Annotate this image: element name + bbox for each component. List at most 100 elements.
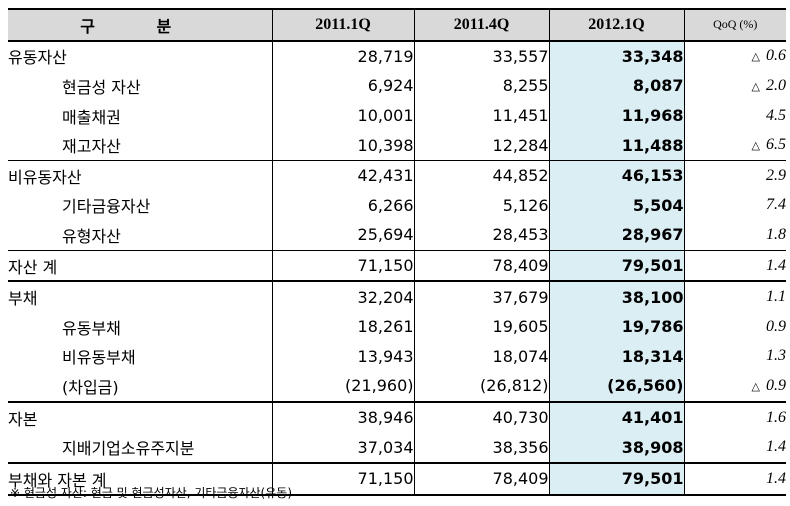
qoq-value: 2.0	[766, 76, 786, 94]
row-label: 기타금융자산	[62, 197, 151, 217]
cell-2011-4q: (26,812)	[413, 371, 549, 402]
cell-2012-1q: 8,087	[548, 71, 684, 101]
table-row: 비유동부채 13,943 18,074 18,314 1.3	[8, 341, 786, 372]
row-label: 지배기업소유주지분	[62, 439, 195, 459]
decrease-triangle-icon: △	[751, 51, 760, 64]
row-label: 자산 계	[8, 249, 272, 282]
row-label: 현금성 자산	[62, 77, 141, 97]
qoq-value: 1.4	[766, 469, 786, 487]
cell-2012-1q: 19,786	[548, 311, 684, 342]
cell-2011-1q: 10,398	[271, 130, 414, 161]
cell-2011-4q: 78,409	[413, 249, 549, 282]
cell-qoq: 1.6	[683, 400, 786, 433]
header-label: 구 분	[8, 8, 272, 42]
cell-2012-1q: 79,501	[548, 461, 684, 496]
cell-2012-1q: 11,968	[548, 100, 684, 131]
table-row: 유형자산 25,694 28,453 28,967 1.8	[8, 220, 786, 251]
cell-qoq: 1.1	[683, 280, 786, 312]
cell-2011-1q: 38,946	[271, 400, 414, 433]
row-label: 자본	[8, 400, 272, 433]
header-col-2012-1q: 2012.1Q	[548, 8, 684, 42]
cell-2011-4q: 11,451	[413, 100, 549, 131]
cell-2011-1q: 10,001	[271, 100, 414, 131]
cell-2011-4q: 78,409	[413, 461, 549, 496]
row-label: 매출채권	[62, 107, 121, 127]
footnote: ※ 현금성 자산: 현금 및 현금성자산, 기타금융자산(유동)	[10, 486, 293, 500]
row-label: 유동자산	[8, 48, 67, 68]
cell-qoq: 1.4	[683, 432, 786, 463]
cell-2011-4q: 18,074	[413, 341, 549, 372]
decrease-triangle-icon: △	[751, 140, 760, 153]
cell-2012-1q: 38,100	[548, 280, 684, 312]
cell-qoq: △ 2.0	[683, 71, 786, 101]
header-col-2011-4q: 2011.4Q	[413, 8, 549, 42]
row-label: 비유동자산	[8, 159, 272, 191]
decrease-triangle-icon: △	[751, 80, 760, 93]
cell-2011-1q: 42,431	[271, 159, 414, 191]
table-header-row: 구 분 2011.1Q 2011.4Q 2012.1Q QoQ (%)	[8, 8, 786, 42]
qoq-value: 7.4	[766, 196, 786, 214]
table-row: 현금성 자산 6,924 8,255 8,087 △ 2.0	[8, 71, 786, 101]
cell-2011-1q: 37,034	[271, 432, 414, 463]
cell-2011-4q: 28,453	[413, 220, 549, 251]
cell-qoq: 0.9	[683, 311, 786, 342]
qoq-value: 1.4	[766, 438, 786, 456]
cell-2011-4q: 40,730	[413, 400, 549, 433]
row-label: 비유동부채	[62, 348, 136, 368]
cell-qoq: 4.5	[683, 100, 786, 131]
qoq-value: 0.6	[766, 47, 786, 65]
row-label: 유동부채	[62, 318, 121, 338]
row-label: 재고자산	[62, 137, 121, 157]
cell-2011-1q: (21,960)	[271, 371, 414, 402]
cell-2012-1q: 11,488	[548, 130, 684, 161]
cell-2012-1q: 41,401	[548, 400, 684, 433]
table-row: 비유동자산 42,431 44,852 46,153 2.9	[8, 159, 786, 191]
cell-2011-1q: 32,204	[271, 280, 414, 312]
cell-2012-1q: 38,908	[548, 432, 684, 463]
cell-2011-1q: 13,943	[271, 341, 414, 372]
cell-2011-4q: 19,605	[413, 311, 549, 342]
cell-qoq: 1.4	[683, 461, 786, 496]
qoq-value: 1.8	[766, 225, 786, 243]
decrease-triangle-icon: △	[751, 380, 760, 393]
cell-2011-1q: 6,266	[271, 190, 414, 221]
table-row: 부채와 자본 계 71,150 78,409 79,501 1.4	[8, 461, 786, 496]
cell-qoq: 1.4	[683, 249, 786, 282]
cell-qoq: 7.4	[683, 190, 786, 221]
cell-qoq: 1.8	[683, 220, 786, 251]
table-row: 재고자산 10,398 12,284 11,488 △ 6.5	[8, 130, 786, 161]
cell-2011-1q: 71,150	[271, 249, 414, 282]
cell-2011-4q: 33,557	[413, 40, 549, 72]
row-label: 부채와 자본 계	[8, 461, 272, 496]
table-row: 기타금융자산 6,266 5,126 5,504 7.4	[8, 190, 786, 221]
cell-2011-4q: 38,356	[413, 432, 549, 463]
cell-2012-1q: 33,348	[548, 40, 684, 72]
header-col-2011-1q: 2011.1Q	[271, 8, 414, 42]
qoq-value: 0.9	[766, 317, 786, 335]
cell-2011-4q: 37,679	[413, 280, 549, 312]
cell-2012-1q: 28,967	[548, 220, 684, 251]
row-label: 유형자산	[62, 226, 121, 246]
table-row: 지배기업소유주지분 37,034 38,356 38,908 1.4	[8, 432, 786, 463]
table-row: 유동부채 18,261 19,605 19,786 0.9	[8, 311, 786, 342]
cell-2012-1q: 46,153	[548, 159, 684, 191]
cell-2011-4q: 44,852	[413, 159, 549, 191]
table-row: 자산 계 71,150 78,409 79,501 1.4	[8, 249, 786, 282]
qoq-value: 1.6	[766, 408, 786, 426]
cell-2011-4q: 12,284	[413, 130, 549, 161]
cell-qoq: 2.9	[683, 159, 786, 191]
cell-2011-1q: 25,694	[271, 220, 414, 251]
qoq-value: 0.9	[766, 376, 786, 394]
qoq-value: 4.5	[766, 106, 786, 124]
financial-table: 구 분 2011.1Q 2011.4Q 2012.1Q QoQ (%) 유동자산…	[8, 8, 786, 496]
header-col-qoq: QoQ (%)	[683, 8, 786, 42]
row-label: 부채	[8, 280, 272, 312]
cell-qoq: △ 0.6	[683, 40, 786, 72]
table-row: (차입금) (21,960) (26,812) (26,560) △ 0.9	[8, 371, 786, 402]
cell-2012-1q: 18,314	[548, 341, 684, 372]
row-label: (차입금)	[62, 377, 119, 397]
qoq-value: 1.4	[766, 256, 786, 274]
cell-2011-1q: 6,924	[271, 71, 414, 101]
table-row: 유동자산 28,719 33,557 33,348 △ 0.6	[8, 40, 786, 72]
qoq-value: 6.5	[766, 136, 786, 154]
